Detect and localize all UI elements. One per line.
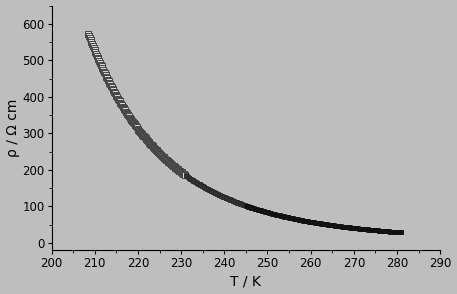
X-axis label: T / K: T / K — [230, 274, 261, 288]
Y-axis label: ρ / Ω cm: ρ / Ω cm — [5, 99, 20, 157]
